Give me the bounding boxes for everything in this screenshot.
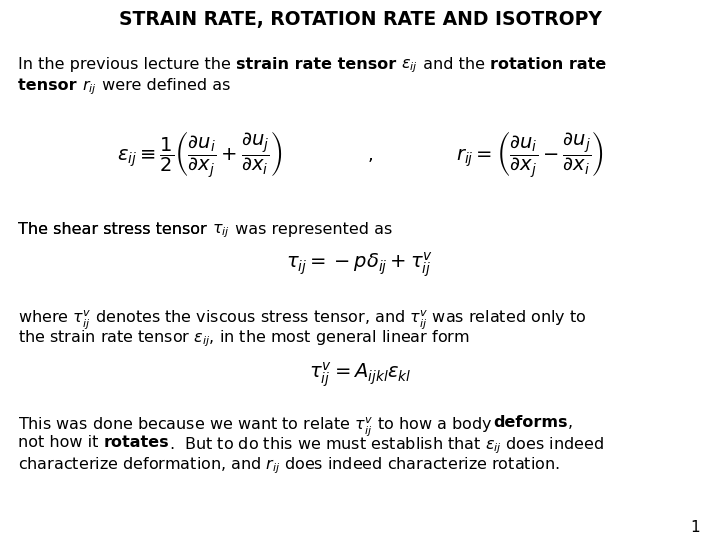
Text: not how it: not how it [18,435,104,450]
Text: where $\tau_{ij}^{v}$ denotes the viscous stress tensor, and $\tau_{ij}^{v}$ was: where $\tau_{ij}^{v}$ denotes the viscou… [18,308,586,331]
Text: characterize deformation, and $r_{ij}$ does indeed characterize rotation.: characterize deformation, and $r_{ij}$ d… [18,455,560,476]
Text: rotation rate: rotation rate [490,57,606,72]
Text: $r_{ij}$: $r_{ij}$ [82,78,97,97]
Text: STRAIN RATE, ROTATION RATE AND ISOTROPY: STRAIN RATE, ROTATION RATE AND ISOTROPY [119,10,601,29]
Text: .  But to do this we must establish that $\varepsilon_{ij}$ does indeed: . But to do this we must establish that … [169,435,604,456]
Text: This was done because we want to relate $\tau_{ij}^{v}$ to how a body: This was done because we want to relate … [18,415,492,438]
Text: $,$: $,$ [367,146,373,164]
Text: $\tau_{ij}$: $\tau_{ij}$ [212,222,230,240]
Text: $\varepsilon_{ij}$: $\varepsilon_{ij}$ [396,57,418,75]
Text: In the previous lecture the: In the previous lecture the [18,57,236,72]
Text: were defined as: were defined as [97,78,230,93]
Text: $\tau_{ij} = -p\delta_{ij} + \tau_{ij}^{v}$: $\tau_{ij} = -p\delta_{ij} + \tau_{ij}^{… [287,251,433,279]
Text: the strain rate tensor $\varepsilon_{ij}$, in the most general linear form: the strain rate tensor $\varepsilon_{ij}… [18,328,469,349]
Text: ,: , [567,415,572,430]
Text: was represented as: was represented as [230,222,392,237]
Text: $\varepsilon_{ij} \equiv \dfrac{1}{2}\left(\dfrac{\partial u_i}{\partial x_j} + : $\varepsilon_{ij} \equiv \dfrac{1}{2}\le… [117,130,283,180]
Text: The shear stress tensor: The shear stress tensor [18,222,212,237]
Text: and the: and the [418,57,490,72]
Text: deforms: deforms [492,415,567,430]
Text: tensor: tensor [18,78,82,93]
Text: The shear stress tensor: The shear stress tensor [18,222,212,237]
Text: $r_{ij} = \left(\dfrac{\partial u_i}{\partial x_j} - \dfrac{\partial u_j}{\parti: $r_{ij} = \left(\dfrac{\partial u_i}{\pa… [456,130,604,180]
Text: rotates: rotates [104,435,169,450]
Text: strain rate tensor: strain rate tensor [236,57,396,72]
Text: $\tau_{ij}^{v} = A_{ijkl}\varepsilon_{kl}$: $\tau_{ij}^{v} = A_{ijkl}\varepsilon_{kl… [309,361,411,389]
Text: 1: 1 [690,520,700,535]
